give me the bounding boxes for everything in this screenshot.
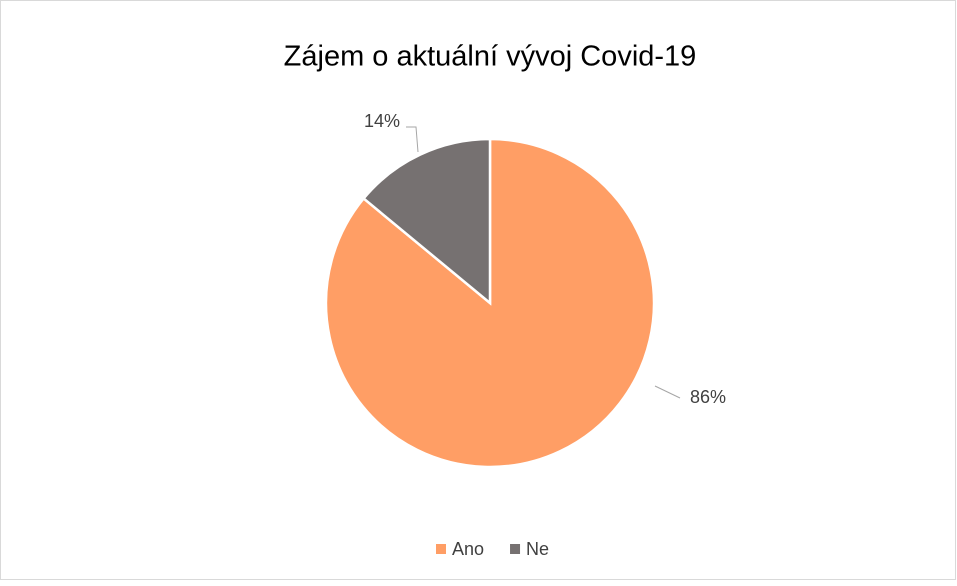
legend-swatch xyxy=(436,544,446,554)
data-label: 14% xyxy=(364,111,400,131)
leader-line xyxy=(406,126,419,153)
legend-swatch xyxy=(510,544,521,554)
legend-label: Ano xyxy=(452,539,484,559)
leader-line xyxy=(654,385,681,399)
pie-slice xyxy=(361,137,492,306)
chart-title: Zájem o aktuální vývoj Covid-19 xyxy=(284,41,697,73)
data-label: 86% xyxy=(690,387,726,407)
legend-label: Ne xyxy=(526,539,549,559)
